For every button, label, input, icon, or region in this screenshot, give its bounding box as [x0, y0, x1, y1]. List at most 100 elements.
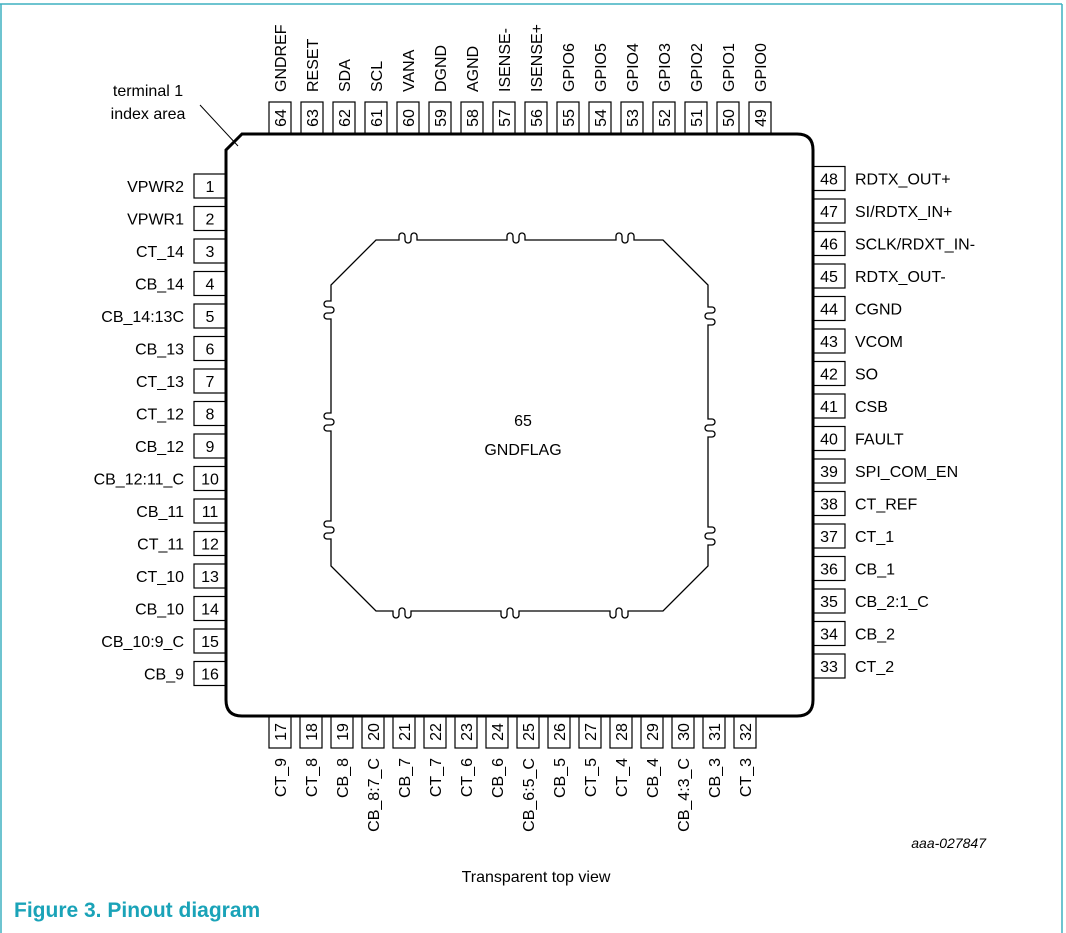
pin-24-number: 24 [490, 723, 507, 741]
pin-57-number: 57 [497, 109, 514, 127]
pin-38-name: CT_REF [855, 497, 917, 514]
pin-28-number: 28 [614, 723, 631, 741]
pin-37-number: 37 [820, 529, 838, 546]
drawing-id: aaa-027847 [911, 835, 987, 851]
pin-61-name: SCL [369, 61, 386, 92]
pin-55-number: 55 [561, 109, 578, 127]
pin-64-name: GNDREF [273, 24, 290, 92]
pin-4-box [193, 270, 227, 297]
pin-56-number: 56 [529, 109, 546, 127]
pin-34-box [812, 620, 846, 647]
pin-31-number: 31 [707, 723, 724, 741]
pin-45-number: 45 [820, 269, 838, 286]
pin-32-number: 32 [738, 723, 755, 741]
pin-47-name: SI/RDTX_IN+ [855, 204, 952, 221]
pin-10-box [193, 465, 227, 492]
pin-2-name: VPWR1 [127, 212, 184, 229]
pin-34-name: CB_2 [855, 627, 895, 644]
pin-44-number: 44 [820, 302, 838, 319]
pin-51-name: GPIO2 [689, 43, 706, 92]
pin-14-number: 14 [201, 602, 219, 619]
pin-4-number: 4 [206, 277, 215, 294]
pin-38-box [812, 490, 846, 517]
exposed-pad-outline [323, 232, 716, 619]
pin-54-number: 54 [593, 109, 610, 127]
pin-5-name: CB_14:13C [101, 309, 184, 326]
pin-55-name: GPIO6 [561, 43, 578, 92]
pin-62-name: SDA [337, 59, 354, 92]
pin-27-number: 27 [583, 723, 600, 741]
pin-26-name: CB_5 [552, 758, 569, 798]
pin-42-name: SO [855, 367, 878, 384]
pin-57-name: ISENSE- [497, 28, 514, 92]
pin-25-number: 25 [521, 723, 538, 741]
package-outline [224, 132, 815, 718]
pin-36-box [812, 555, 846, 582]
pin-12-box [193, 530, 227, 557]
pin-52-name: GPIO3 [657, 43, 674, 92]
pin-26-number: 26 [552, 723, 569, 741]
pin-37-name: CT_1 [855, 529, 894, 546]
pin-35-number: 35 [820, 594, 838, 611]
pin-49-name: GPIO0 [753, 43, 770, 92]
pin-3-box [193, 238, 227, 264]
pin-20-name: CB_8:7_C [366, 758, 383, 832]
pin-39-number: 39 [820, 464, 838, 481]
pin-9-number: 9 [206, 439, 215, 456]
pin-29-name: CB_4 [645, 758, 662, 798]
pin-54-name: GPIO5 [593, 43, 610, 92]
pin-46-name: SCLK/RDXT_IN- [855, 237, 975, 254]
pin-33-number: 33 [820, 659, 838, 676]
pin-43-name: VCOM [855, 334, 903, 351]
pin-11-name: CB_11 [136, 504, 184, 521]
pin-14-box [193, 595, 227, 622]
pin-60-number: 60 [401, 109, 418, 127]
pin-48-name: RDTX_OUT+ [855, 172, 951, 189]
pin-22-name: CT_7 [428, 758, 445, 797]
pin-40-box [812, 425, 846, 452]
pin-7-name: CT_13 [136, 374, 184, 391]
pin-64-number: 64 [273, 109, 290, 127]
pin-48-number: 48 [820, 172, 838, 189]
pin-53-number: 53 [625, 109, 642, 127]
pin-63-name: RESET [305, 38, 322, 92]
pin-22-number: 22 [428, 723, 445, 741]
pin-35-name: CB_2:1_C [855, 594, 929, 611]
pin-44-box [812, 295, 846, 322]
pin-36-number: 36 [820, 562, 838, 579]
pin-13-number: 13 [201, 569, 219, 586]
pin-53-name: GPIO4 [625, 43, 642, 92]
pin-19-name: CB_8 [335, 758, 352, 798]
pin-1-name: VPWR2 [127, 179, 184, 196]
pin-27-name: CT_5 [583, 758, 600, 797]
index-area-label-2: index area [111, 106, 186, 123]
pin-39-name: SPI_COM_EN [855, 464, 958, 481]
pin-25-name: CB_6:5_C [521, 758, 538, 832]
pin-21-name: CB_7 [397, 758, 414, 798]
pin-1-box [193, 173, 227, 199]
pin-62-number: 62 [337, 109, 354, 127]
pin-10-number: 10 [201, 472, 219, 489]
pin-59-name: DGND [433, 45, 450, 92]
pin-33-name: CT_2 [855, 659, 894, 676]
pin-50-number: 50 [721, 109, 738, 127]
pin-60-name: VANA [401, 49, 418, 92]
pin-50-name: GPIO1 [721, 43, 738, 92]
pin-34-number: 34 [820, 627, 838, 644]
pin-24-name: CB_6 [490, 758, 507, 798]
pin-58-number: 58 [465, 109, 482, 127]
pin-20-number: 20 [366, 723, 383, 741]
pin-49-number: 49 [753, 109, 770, 127]
pin-47-box [812, 198, 846, 224]
pin-43-number: 43 [820, 334, 838, 351]
pin-45-box [812, 263, 846, 289]
pin-39-box [812, 458, 846, 484]
pin-13-name: CT_10 [136, 569, 184, 586]
pin-3-number: 3 [206, 244, 215, 261]
pin-33-box [812, 653, 846, 679]
pin-32-name: CT_3 [738, 758, 755, 797]
pin-38-number: 38 [820, 497, 838, 514]
pin-15-box [193, 628, 227, 654]
pin-29-number: 29 [645, 723, 662, 741]
